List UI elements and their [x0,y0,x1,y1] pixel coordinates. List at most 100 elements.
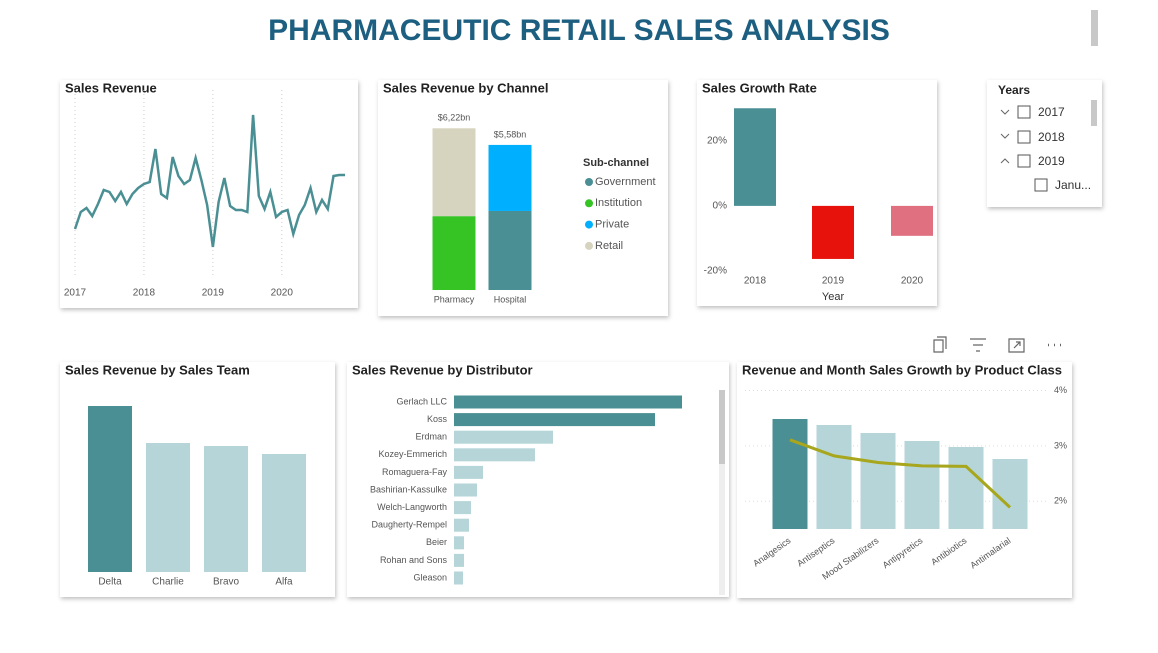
x-axis-title: Year [822,291,845,303]
bar [992,459,1028,529]
x-tick-label: Alfa [275,577,293,588]
x-tick-label: 2017 [64,288,87,299]
y-tick-label: 20% [707,135,727,146]
y2-tick-label: 4% [1054,385,1067,395]
x-tick-label: Charlie [152,577,184,588]
y-tick-label: 0% [713,201,728,212]
card [697,80,937,306]
year-slicer[interactable]: Years 2017 2018 2019 Janu... [987,80,1102,207]
bar [860,433,896,529]
y-tick-label: Erdman [415,432,447,442]
bar [454,518,469,532]
y-tick-label: Kozey-Emmerich [378,449,447,459]
x-tick-label: Hospital [494,294,527,304]
bar [454,536,464,550]
visual-header-icons [933,336,1061,353]
x-tick-label: 2020 [271,288,294,299]
y-tick-label: Daugherty-Rempel [371,520,447,530]
bar [262,454,306,572]
y-tick-label: -20% [704,266,727,277]
y-tick-label: Gleason [413,572,447,582]
legend-title: Sub-channel [583,157,649,169]
bar [904,441,940,529]
bar-segment [432,216,476,290]
slicer-title: Years [998,83,1030,97]
scroll-marker [1091,10,1098,46]
bar [734,108,776,206]
bar [816,425,852,529]
checkbox[interactable] [1034,178,1048,192]
bar [891,205,933,236]
slicer-item[interactable]: 2018 [1038,130,1065,144]
x-tick-label: 2018 [133,288,156,299]
legend-label: Retail [595,240,623,252]
bar [146,443,190,572]
chart-title: Revenue and Month Sales Growth by Produc… [742,362,1062,377]
bar [772,419,808,529]
slicer-scrollbar[interactable] [1091,100,1097,126]
bar [454,448,535,462]
filter-icon[interactable] [970,338,986,352]
x-tick-label: 2019 [822,276,845,287]
y-tick-label: Welch-Langworth [377,502,447,512]
chevrons[interactable] [1000,109,1010,164]
bar [812,205,854,259]
bar [88,406,132,572]
bar-segment [488,144,532,211]
legend-label: Institution [595,197,642,209]
x-tick-label: Bravo [213,577,240,588]
chart-title: Sales Revenue by Distributor [352,362,533,377]
y-tick-label: Beier [426,537,447,547]
chart-title: Sales Growth Rate [702,80,817,95]
bar-segment [432,128,476,217]
x-tick-label: 2019 [202,288,225,299]
scroll-track [719,390,725,595]
total-label: $5,58bn [494,129,527,139]
total-label: $6,22bn [438,113,471,123]
chart-title: Sales Revenue [65,80,157,95]
bar [454,430,553,444]
legend-label: Government [595,176,656,188]
bar [948,447,984,529]
bar [454,465,483,479]
x-tick-label: Pharmacy [434,294,475,304]
y-tick-label: Romaguera-Fay [382,467,448,477]
checkbox[interactable] [1017,154,1031,168]
chart-title: Sales Revenue by Sales Team [65,362,250,377]
scroll-thumb[interactable] [719,390,725,464]
legend-marker [585,220,593,229]
legend-label: Private [595,219,629,231]
y2-tick-label: 3% [1054,440,1067,450]
legend-marker [585,241,593,250]
y-tick-label: Rohan and Sons [380,555,448,565]
line [789,438,1012,509]
checkbox[interactable] [1017,105,1031,119]
copy-icon[interactable] [933,336,947,353]
x-tick-label: Delta [98,577,122,588]
bar [454,501,471,515]
y-tick-label: Koss [427,414,448,424]
checkbox[interactable] [1017,130,1031,144]
card [60,80,358,308]
x-tick-label: 2020 [901,276,924,287]
bar [454,395,682,409]
legend-marker [585,178,593,186]
legend-marker [585,199,593,208]
chart-title: Sales Revenue by Channel [383,80,548,95]
bar [454,483,477,497]
bar [454,571,463,585]
slicer-item[interactable]: 2017 [1038,105,1065,119]
page-title: PHARMACEUTIC RETAIL SALES ANALYSIS [268,14,890,47]
slicer-item[interactable]: Janu... [1055,178,1091,192]
bar [204,446,248,572]
y-tick-label: Gerlach LLC [396,396,447,406]
slicer-item[interactable]: 2019 [1038,154,1065,168]
focus-icon[interactable] [1008,338,1025,353]
bar [454,413,655,427]
line [73,114,345,248]
x-tick-label: 2018 [744,276,767,287]
bar [454,553,464,567]
